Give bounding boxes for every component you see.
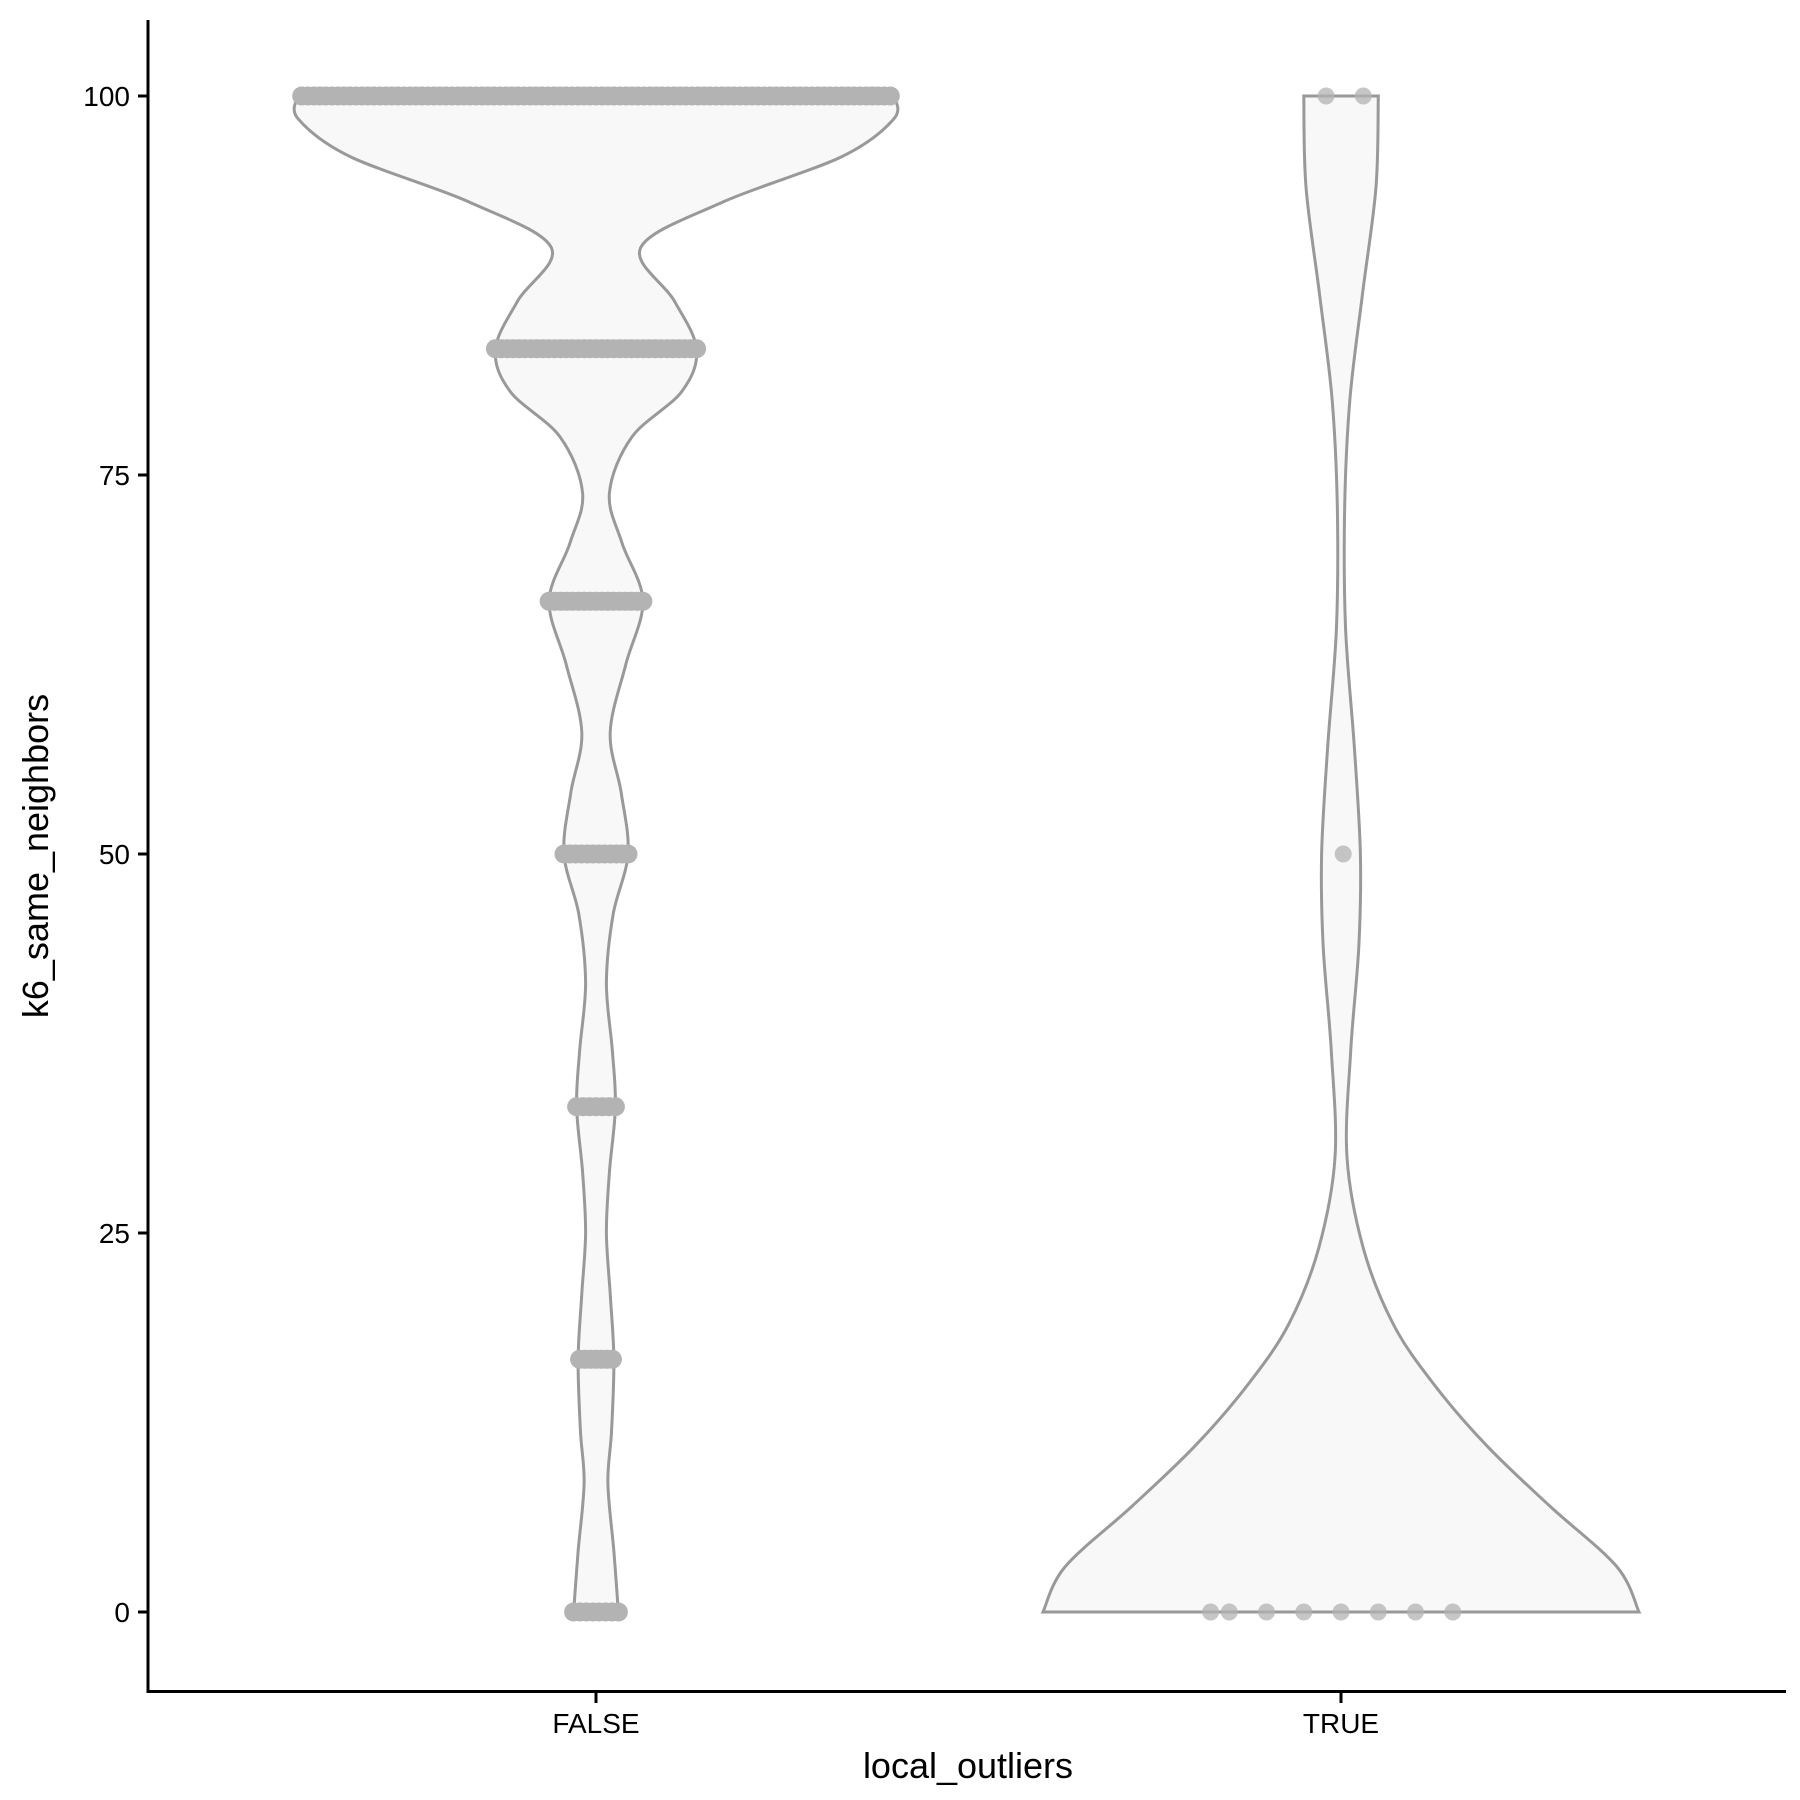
data-point <box>1317 87 1335 105</box>
data-point <box>1369 1603 1387 1621</box>
data-point <box>1295 1603 1313 1621</box>
y-tick-label: 75 <box>99 460 130 491</box>
data-point <box>618 844 638 864</box>
y-axis-ticks: 0 25 50 75 100 <box>83 81 148 1628</box>
violins-layer <box>292 94 1642 1614</box>
x-axis-ticks: FALSE TRUE <box>552 1693 1379 1739</box>
x-tick-label-false: FALSE <box>552 1708 639 1739</box>
data-point <box>1354 87 1372 105</box>
x-tick-label-true: TRUE <box>1303 1708 1379 1739</box>
data-point <box>605 1097 625 1117</box>
data-point <box>1202 1603 1220 1621</box>
data-point <box>1444 1603 1462 1621</box>
y-tick-label: 25 <box>99 1218 130 1249</box>
data-point <box>687 339 707 359</box>
data-point <box>1332 1603 1350 1621</box>
y-tick-label: 0 <box>114 1597 130 1628</box>
x-axis-title: local_outliers <box>863 1745 1073 1786</box>
data-point <box>880 86 900 106</box>
data-point <box>1258 1603 1275 1621</box>
data-point <box>1334 845 1352 863</box>
y-tick-label: 100 <box>83 81 130 112</box>
data-point <box>608 1602 628 1622</box>
data-point <box>602 1349 622 1369</box>
points-layer <box>292 86 1462 1622</box>
y-axis-title: k6_same_neighbors <box>15 694 56 1018</box>
y-tick-label: 50 <box>99 839 130 870</box>
data-point <box>1220 1603 1238 1621</box>
data-point <box>633 591 653 611</box>
data-point <box>1407 1603 1424 1621</box>
